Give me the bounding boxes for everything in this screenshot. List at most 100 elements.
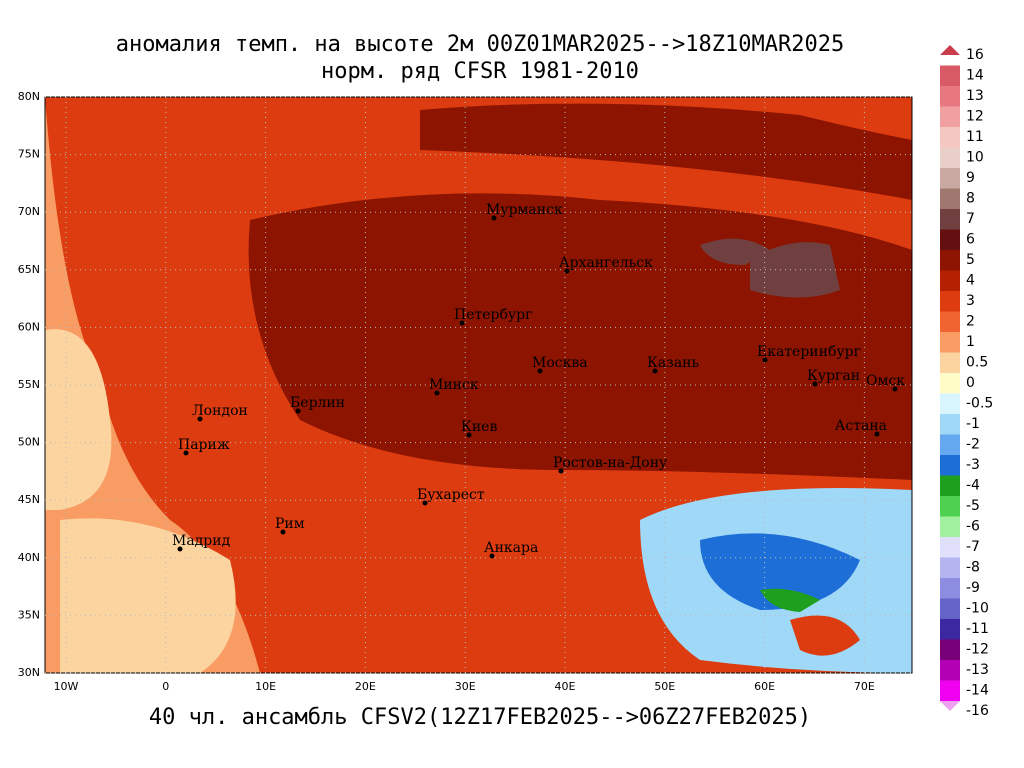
lat-label: 45N — [18, 493, 40, 506]
city-dot — [558, 468, 564, 474]
lat-label: 55N — [18, 378, 40, 391]
colorbar-label: -0.5 — [966, 396, 993, 412]
city-label: Париж — [178, 437, 230, 453]
city-label: Бухарест — [417, 487, 485, 503]
colorbar-label: -14 — [966, 683, 989, 699]
colorbar-box — [940, 270, 960, 291]
colorbar-box — [940, 188, 960, 209]
city-dot — [564, 268, 570, 274]
city-dot — [812, 381, 818, 387]
colorbar-label: 3 — [966, 293, 975, 309]
colorbar-label: -12 — [966, 642, 989, 658]
colorbar-label: 2 — [966, 314, 975, 330]
lat-label: 50N — [18, 436, 40, 449]
lon-label: 50E — [654, 680, 675, 693]
colorbar-label: -3 — [966, 457, 980, 473]
colorbar-label: -10 — [966, 601, 989, 617]
lon-label: 0 — [162, 680, 169, 693]
colorbar-label: 5 — [966, 252, 975, 268]
colorbar-label: -4 — [966, 478, 980, 494]
city-label: Петербург — [454, 307, 532, 323]
city-dot — [537, 368, 543, 374]
city-label: Ростов-на-Дону — [553, 455, 668, 471]
colorbar-box — [940, 147, 960, 168]
lon-label: 70E — [854, 680, 875, 693]
mild-area — [60, 518, 236, 673]
mild-area — [45, 329, 112, 510]
lat-label: 35N — [18, 608, 40, 621]
city-label: Анкара — [484, 540, 538, 556]
city-dot — [197, 416, 203, 422]
lon-label: 10W — [54, 680, 79, 693]
title-line-2: норм. ряд CFSR 1981-2010 — [321, 59, 639, 84]
city-label: Курган — [807, 368, 860, 384]
city-label: Лондон — [192, 403, 248, 419]
colorbar-box — [940, 209, 960, 230]
colorbar-box — [940, 65, 960, 86]
lat-label: 40N — [18, 551, 40, 564]
city-dot — [892, 386, 898, 392]
city-dot — [280, 529, 286, 535]
colorbar-label: -16 — [966, 703, 989, 719]
colorbar-label: 0 — [966, 375, 975, 391]
lat-label: 30N — [18, 666, 40, 679]
cool-area — [760, 588, 820, 612]
colorbar-label: 6 — [966, 232, 975, 248]
colorbar-box — [940, 168, 960, 189]
city-dot — [652, 368, 658, 374]
colorbar-label: -8 — [966, 560, 980, 576]
colorbar-box — [940, 660, 960, 681]
cities: Мурманск Архангельск Петербург Москва Казань… — [172, 202, 905, 559]
city-dot — [183, 450, 189, 456]
city-dot — [434, 390, 440, 396]
colorbar-box — [940, 127, 960, 148]
city-dot — [422, 500, 428, 506]
colorbar-label: -6 — [966, 519, 980, 535]
colorbar-box — [940, 86, 960, 107]
graticule: 80N 75N 70N 65N 60N 55N 50N 45N 40N 35N 30N 10W 0 10E… — [18, 90, 912, 693]
colorbar-label: 13 — [966, 88, 984, 104]
colorbar-label: -2 — [966, 437, 980, 453]
colorbar-label: -11 — [966, 621, 989, 637]
colorbar-box — [940, 557, 960, 578]
colorbar-label: 1 — [966, 334, 975, 350]
warm-patch — [790, 615, 860, 656]
colorbar-label: -13 — [966, 662, 989, 678]
colorbar-box — [940, 496, 960, 517]
colorbar-label: -7 — [966, 539, 980, 555]
colorbar-label: 8 — [966, 191, 975, 207]
colorbar-label: 4 — [966, 273, 975, 289]
lon-label: 20E — [355, 680, 376, 693]
colorbar-box — [940, 393, 960, 414]
lon-label: 10E — [255, 680, 276, 693]
city-label: Архангельск — [559, 255, 653, 271]
colorbar-label: 14 — [966, 68, 984, 84]
colorbar-label: 7 — [966, 211, 975, 227]
city-label: Киев — [461, 419, 497, 435]
colorbar-box — [940, 332, 960, 353]
city-dot — [466, 432, 472, 438]
colorbar-label: -1 — [966, 416, 980, 432]
colorbar-label: -9 — [966, 580, 980, 596]
colorbar-box — [940, 455, 960, 476]
colorbar-box — [940, 680, 960, 701]
city-dot — [491, 215, 497, 221]
title-line-1: аномалия темп. на высоте 2м 00Z01MAR2025… — [116, 32, 844, 57]
footer: 40 чл. ансамбль CFSV2(12Z17FEB2025-->06Z… — [149, 705, 811, 730]
city-label: Казань — [647, 355, 699, 371]
city-dot — [459, 320, 465, 326]
city-label: Мурманск — [486, 202, 563, 218]
colorbar: 16 14 13 12 11 10 9 8 7 6 5 4 3 2 1 0.5 0 -0.5 -1 -2 -3 -4 -5 -… — [940, 45, 993, 719]
colorbar-label: 10 — [966, 150, 984, 166]
city-label: Астана — [835, 418, 887, 434]
colorbar-box — [940, 578, 960, 599]
city-label: Москва — [532, 355, 588, 371]
colorbar-box — [940, 537, 960, 558]
colorbar-box — [940, 475, 960, 496]
city-dot — [489, 553, 495, 559]
colorbar-label: 9 — [966, 170, 975, 186]
city-label: Рим — [275, 516, 305, 532]
lat-label: 65N — [18, 263, 40, 276]
warm-area — [420, 103, 912, 200]
colorbar-box — [940, 352, 960, 373]
